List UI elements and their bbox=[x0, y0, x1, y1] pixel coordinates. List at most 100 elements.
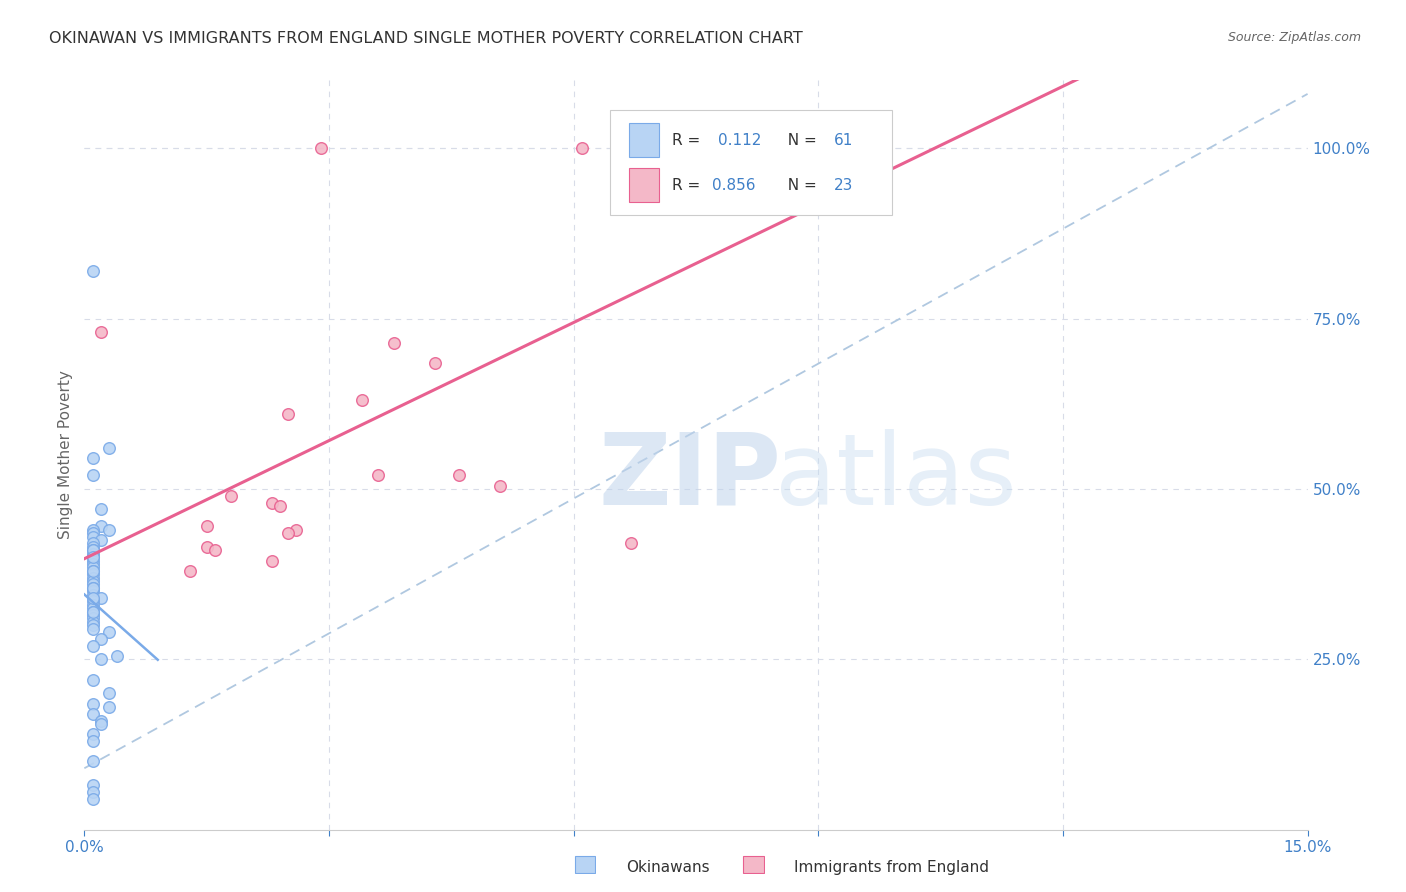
Text: N =: N = bbox=[778, 133, 821, 148]
Point bbox=[82, 605, 104, 619]
Point bbox=[82, 581, 104, 595]
Text: Okinawans: Okinawans bbox=[626, 860, 709, 874]
Point bbox=[82, 550, 104, 565]
Point bbox=[90, 591, 112, 605]
Point bbox=[204, 543, 226, 558]
Point bbox=[260, 495, 283, 509]
Point bbox=[423, 356, 446, 370]
Point bbox=[775, 141, 797, 155]
Text: atlas: atlas bbox=[776, 429, 1017, 526]
Text: R =: R = bbox=[672, 178, 704, 193]
Point bbox=[82, 792, 104, 806]
Point bbox=[82, 706, 104, 721]
Point bbox=[82, 540, 104, 554]
Point bbox=[82, 526, 104, 541]
Text: 0.112: 0.112 bbox=[718, 133, 762, 148]
Point bbox=[82, 755, 104, 769]
Point bbox=[97, 625, 120, 640]
Point bbox=[82, 530, 104, 544]
Point bbox=[90, 714, 112, 728]
Point bbox=[82, 543, 104, 558]
Text: Immigrants from England: Immigrants from England bbox=[794, 860, 990, 874]
Point bbox=[82, 550, 104, 565]
Point bbox=[82, 639, 104, 653]
Point bbox=[82, 618, 104, 632]
Point bbox=[90, 717, 112, 731]
Point bbox=[82, 673, 104, 687]
Point bbox=[82, 574, 104, 588]
Text: Source: ZipAtlas.com: Source: ZipAtlas.com bbox=[1227, 31, 1361, 45]
Point bbox=[82, 605, 104, 619]
Bar bbox=[628, 123, 659, 157]
Point bbox=[82, 564, 104, 578]
Text: R =: R = bbox=[672, 133, 710, 148]
Point bbox=[82, 611, 104, 625]
Point bbox=[620, 536, 643, 550]
Point bbox=[382, 335, 405, 350]
Point bbox=[82, 560, 104, 574]
Point bbox=[82, 734, 104, 748]
Point bbox=[82, 598, 104, 612]
Point bbox=[82, 451, 104, 466]
Point bbox=[82, 543, 104, 558]
Text: 23: 23 bbox=[834, 178, 853, 193]
Point bbox=[661, 141, 683, 155]
Point bbox=[82, 622, 104, 636]
Point bbox=[90, 326, 112, 340]
Point bbox=[82, 594, 104, 608]
Point bbox=[97, 441, 120, 455]
Point bbox=[82, 564, 104, 578]
Point bbox=[82, 588, 104, 602]
FancyBboxPatch shape bbox=[610, 111, 891, 215]
Point bbox=[97, 700, 120, 714]
Point bbox=[219, 489, 242, 503]
Point bbox=[367, 468, 389, 483]
Text: ZIP: ZIP bbox=[598, 429, 780, 526]
Point bbox=[489, 478, 512, 492]
Point bbox=[90, 632, 112, 646]
Point bbox=[277, 526, 299, 541]
Point bbox=[82, 697, 104, 711]
Point bbox=[82, 577, 104, 591]
Y-axis label: Single Mother Poverty: Single Mother Poverty bbox=[58, 370, 73, 540]
Point bbox=[90, 502, 112, 516]
Point bbox=[82, 557, 104, 571]
Point bbox=[82, 607, 104, 622]
Point bbox=[82, 581, 104, 595]
Point bbox=[82, 591, 104, 605]
Point bbox=[82, 536, 104, 550]
Point bbox=[179, 564, 201, 578]
Point bbox=[90, 533, 112, 547]
Point bbox=[82, 785, 104, 799]
Point bbox=[82, 523, 104, 537]
Point bbox=[82, 264, 104, 278]
Point bbox=[82, 778, 104, 792]
Point bbox=[105, 648, 128, 663]
Point bbox=[82, 570, 104, 584]
Point bbox=[82, 567, 104, 582]
Point bbox=[309, 141, 332, 155]
Point bbox=[90, 519, 112, 533]
Point bbox=[97, 686, 120, 700]
Text: 0.856: 0.856 bbox=[711, 178, 755, 193]
Point bbox=[269, 499, 291, 513]
Point bbox=[82, 727, 104, 741]
Point bbox=[82, 468, 104, 483]
Point bbox=[195, 519, 218, 533]
Point bbox=[82, 553, 104, 567]
Point bbox=[260, 553, 283, 567]
Point bbox=[90, 652, 112, 666]
Point bbox=[350, 393, 373, 408]
Point bbox=[571, 141, 593, 155]
Point bbox=[82, 584, 104, 599]
Point bbox=[97, 523, 120, 537]
Point bbox=[449, 468, 471, 483]
Text: OKINAWAN VS IMMIGRANTS FROM ENGLAND SINGLE MOTHER POVERTY CORRELATION CHART: OKINAWAN VS IMMIGRANTS FROM ENGLAND SING… bbox=[49, 31, 803, 46]
Point bbox=[82, 601, 104, 615]
Point bbox=[277, 407, 299, 421]
Point bbox=[82, 615, 104, 629]
Text: N =: N = bbox=[778, 178, 821, 193]
Point bbox=[285, 523, 308, 537]
Point bbox=[82, 547, 104, 561]
Point bbox=[195, 540, 218, 554]
